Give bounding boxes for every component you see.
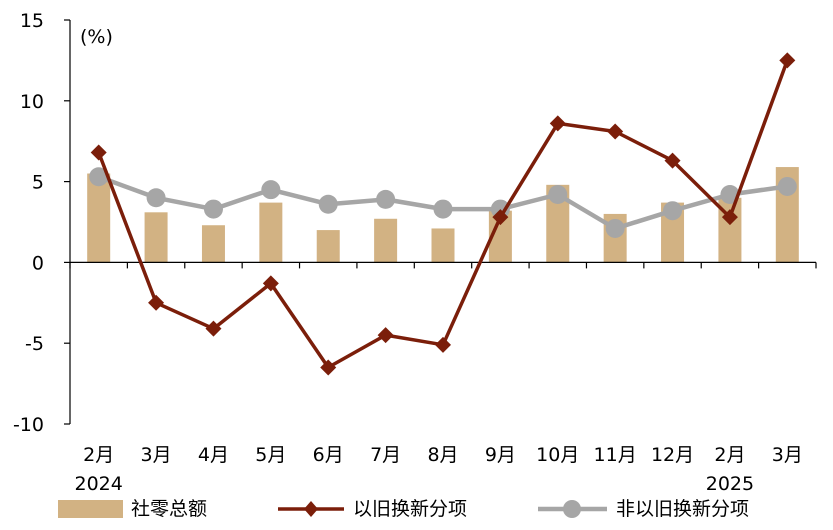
legend-swatch-bar — [58, 500, 123, 518]
bar-6 — [374, 218, 398, 263]
marker-circle-9 — [548, 185, 568, 205]
bar-8 — [488, 210, 512, 263]
x-tick-label: 7月 — [370, 444, 401, 466]
marker-circle-10 — [605, 218, 625, 238]
y-tick-label: 10 — [20, 91, 44, 113]
marker-circle-6 — [376, 189, 396, 209]
marker-diamond-12 — [721, 209, 738, 226]
marker-diamond-9 — [549, 115, 566, 132]
marker-diamond-2 — [148, 294, 165, 311]
y-tick-label: 0 — [32, 252, 44, 274]
x-tick-label: 2月 — [714, 444, 745, 466]
marker-diamond-3 — [205, 320, 222, 337]
bar-1 — [87, 173, 111, 263]
x-tick-label: 4月 — [198, 444, 229, 466]
x-tick-label: 9月 — [485, 444, 516, 466]
marker-circle-3 — [203, 199, 223, 219]
x-tick-label: 11月 — [594, 444, 637, 466]
bar-7 — [431, 228, 455, 263]
x-tick-label: 3月 — [141, 444, 172, 466]
unit-label: (%) — [80, 26, 113, 48]
marker-diamond-7 — [435, 336, 451, 353]
y-tick-label: -5 — [25, 333, 44, 355]
axes-group: 15 10 5 0 -5 -10 — [13, 10, 817, 436]
legend-diamond-icon — [304, 501, 318, 517]
marker-circle-7 — [433, 199, 453, 219]
marker-circle-2 — [146, 188, 166, 208]
marker-diamond-13 — [779, 52, 796, 69]
legend: 社零总额 以旧换新分项 非以旧换新分项 — [58, 498, 749, 520]
year-label: 2025 — [706, 473, 754, 495]
bar-9 — [546, 184, 570, 263]
line-series-group — [89, 52, 797, 376]
legend-label-bar: 社零总额 — [131, 498, 207, 520]
marker-diamond-8 — [492, 209, 509, 226]
bar-4 — [259, 202, 283, 263]
legend-label-non-tradein: 非以旧换新分项 — [616, 498, 749, 520]
bar-2 — [144, 212, 168, 263]
x-tick-label: 10月 — [536, 444, 579, 466]
marker-circle-5 — [318, 194, 338, 214]
x-tick-label: 6月 — [313, 444, 344, 466]
y-tick-label: 15 — [20, 10, 44, 32]
x-tick-label: 3月 — [772, 444, 803, 466]
bar-5 — [316, 230, 340, 263]
marker-circle-11 — [663, 201, 683, 221]
marker-circle-13 — [777, 176, 797, 196]
marker-diamond-6 — [377, 327, 394, 344]
x-axis-labels: 2月 3月 4月 5月 6月 7月 8月 9月 10月 11月 12月 2月 3月 2024 2025 — [75, 444, 803, 495]
marker-diamond-1 — [90, 144, 107, 161]
marker-diamond-10 — [607, 123, 624, 140]
marker-circle-1 — [89, 167, 109, 187]
legend-label-tradein: 以旧换新分项 — [353, 498, 467, 520]
y-tick-label: -10 — [13, 414, 44, 436]
x-tick-label: 12月 — [651, 444, 694, 466]
x-tick-label: 8月 — [427, 444, 458, 466]
bar-3 — [201, 225, 225, 263]
x-tick-label: 2月 — [83, 444, 114, 466]
marker-diamond-11 — [664, 152, 681, 169]
legend-circle-icon — [563, 500, 581, 518]
y-tick-label: 5 — [32, 172, 44, 194]
year-label: 2024 — [75, 473, 123, 495]
marker-diamond-4 — [262, 275, 279, 292]
marker-diamond-5 — [320, 359, 337, 376]
x-tick-label: 5月 — [255, 444, 286, 466]
marker-circle-8 — [490, 199, 510, 219]
marker-circle-4 — [261, 180, 281, 200]
